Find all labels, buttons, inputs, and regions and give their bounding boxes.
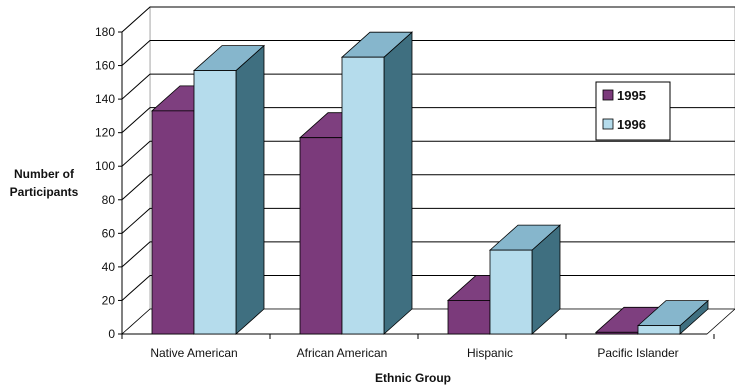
bar-1995-pacific-islander-front (595, 331, 639, 335)
gridline (121, 107, 735, 134)
side-wall (121, 6, 151, 335)
bar-1996-native-american-side (235, 44, 265, 335)
legend-label-1995: 1995 (617, 88, 646, 103)
bar-1996-african-american (340, 31, 414, 335)
x-tick-label: Pacific Islander (597, 346, 678, 360)
bars (150, 31, 710, 335)
y-tick-label: 160 (95, 59, 115, 73)
y-tick-label: 20 (102, 293, 116, 307)
gridline (121, 73, 735, 100)
bar-1996-native-american (192, 44, 266, 335)
legend-label-1996: 1996 (617, 117, 646, 132)
y-tick-label: 60 (102, 226, 116, 240)
gridlines (121, 6, 735, 301)
gridline (121, 40, 735, 66)
y-tick-label: 80 (102, 193, 116, 207)
y-tick-label: 180 (95, 25, 115, 39)
bar-1996-african-american-front (341, 56, 385, 335)
x-tick-label: African American (297, 346, 388, 360)
legend: 1995 1996 (595, 81, 671, 141)
y-tick-label: 100 (95, 159, 115, 173)
y-axis-title-line1: Number of (14, 167, 75, 181)
bar-1995-african-american-front (299, 137, 343, 335)
x-axis-title: Ethnic Group (375, 371, 451, 385)
gridline (121, 140, 735, 167)
bar-1995-native-american-front (151, 110, 195, 335)
chart-walls (120, 6, 735, 335)
bar-1996-african-american-side (383, 31, 413, 335)
x-tick-label: Native American (150, 346, 237, 360)
y-tick-label: 140 (95, 92, 115, 106)
gridline (121, 6, 735, 33)
y-tick-label: 0 (108, 327, 115, 341)
bar-1996-pacific-islander (636, 299, 710, 335)
bar-1996-hispanic (488, 224, 562, 335)
bar-1996-pacific-islander-front (637, 325, 681, 335)
x-tick-label: Hispanic (467, 346, 513, 360)
x-tick-labels: Native American African American Hispanic P… (150, 346, 678, 360)
legend-swatch-1995 (602, 89, 614, 101)
y-tick-labels: 0 20 40 60 80 100 120 140 160 180 (95, 25, 122, 341)
gridline (121, 207, 735, 234)
y-axis-title-line2: Participants (10, 185, 79, 199)
bar-1996-native-american-front (193, 70, 237, 335)
y-tick-label: 120 (95, 126, 115, 140)
legend-swatch-1996 (602, 118, 614, 130)
bar-1996-hispanic-front (489, 249, 533, 335)
bar-1995-hispanic-front (447, 300, 491, 335)
gridline (121, 174, 735, 201)
y-tick-label: 40 (102, 260, 116, 274)
